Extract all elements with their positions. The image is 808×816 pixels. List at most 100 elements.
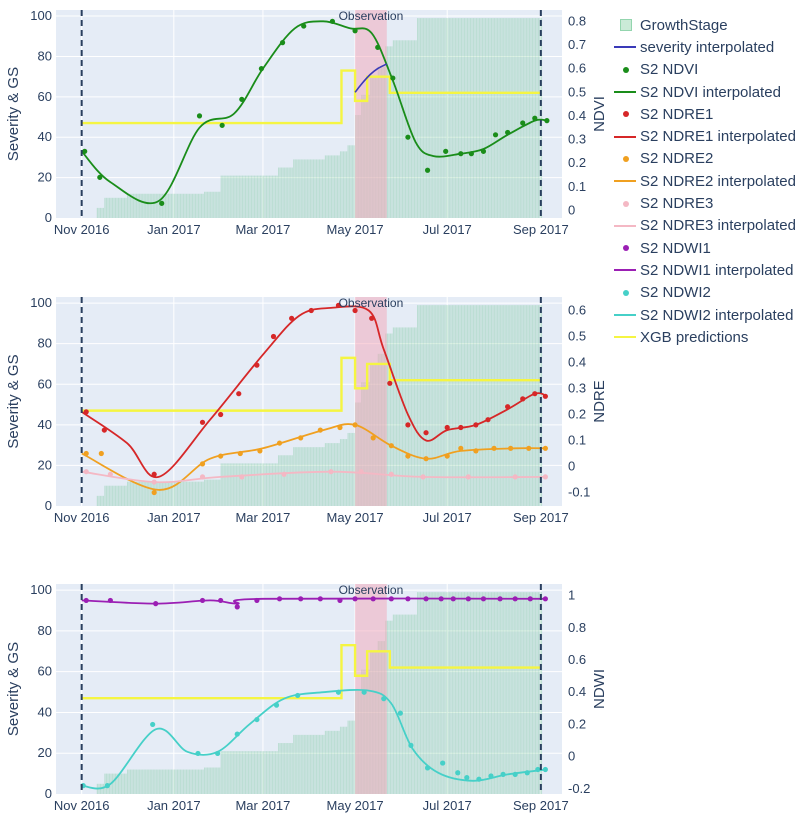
legend-symbol (614, 218, 636, 234)
growth-stage-bar (456, 305, 458, 506)
growth-stage-bar (176, 481, 179, 506)
growth-stage-bar (166, 193, 168, 218)
growth-stage-bar (278, 743, 280, 794)
growth-stage-bar (284, 167, 286, 218)
growth-stage-bar (160, 481, 162, 506)
x-tick-label: Mar 2017 (235, 798, 290, 813)
growth-stage-bar (347, 145, 349, 218)
growth-stage-bar (205, 767, 207, 794)
growth-stage-bar (126, 481, 129, 506)
growth-stage-bar (290, 455, 292, 506)
growth-stage-bar (468, 305, 470, 506)
growth-stage-bar (187, 481, 189, 506)
growth-stage-bar (501, 18, 503, 218)
growth-stage-bar (457, 18, 459, 218)
growth-stage-bar (201, 193, 203, 218)
growth-stage-bar (146, 193, 148, 218)
growth-stage-bar (474, 18, 476, 218)
x-tick-label: Nov 2016 (54, 798, 110, 813)
growth-stage-bar (459, 305, 461, 506)
growth-stage-bar (229, 463, 231, 506)
legend-item[interactable]: severity interpolated (614, 36, 808, 58)
growth-stage-bar (516, 592, 518, 794)
growth-stage-bar (327, 730, 330, 794)
s2-ndwi2-point (500, 771, 506, 777)
legend-item[interactable]: S2 NDWI2 (618, 282, 808, 304)
growth-stage-bar (309, 159, 311, 218)
legend-item[interactable]: S2 NDRE1 interpolated (614, 125, 808, 147)
legend-label: S2 NDVI interpolated (640, 83, 781, 101)
growth-stage-bar (271, 751, 274, 794)
growth-stage-bar (540, 592, 543, 794)
growth-stage-bar (99, 207, 102, 218)
legend-item[interactable]: S2 NDVI (618, 59, 808, 81)
legend-item[interactable]: S2 NDRE2 (618, 148, 808, 170)
growth-stage-bar (350, 720, 352, 794)
growth-stage-bar (404, 327, 407, 506)
legend-item[interactable]: S2 NDWI1 (618, 237, 808, 259)
growth-stage-bar (491, 18, 493, 218)
growth-stage-bar (430, 592, 432, 794)
growth-stage-bar (491, 305, 493, 506)
growth-stage-bar (312, 734, 314, 794)
s2-ndre2-point (151, 489, 157, 496)
y2-tick-label: 0.2 (568, 716, 586, 731)
legend-symbol (614, 84, 636, 100)
y-axis-title: Severity & GS (5, 642, 22, 736)
growth-stage-bar (539, 592, 541, 794)
s2-ndre2-point (526, 445, 532, 451)
growth-stage-bar (258, 751, 260, 794)
growth-stage-bar (104, 197, 106, 218)
growth-stage-bar (487, 592, 490, 794)
growth-stage-bar (308, 734, 310, 794)
legend-item[interactable]: S2 NDWI2 interpolated (614, 304, 808, 326)
growth-stage-bar (495, 18, 497, 218)
growth-stage-bar (389, 46, 392, 218)
growth-stage-bar (498, 305, 500, 506)
s2-ndre2-point (237, 450, 243, 457)
y-tick-label: 0 (45, 210, 52, 225)
growth-stage-bar (255, 751, 257, 794)
x-tick-label: Jan 2017 (147, 510, 201, 525)
s2-ndre3-point (388, 471, 394, 477)
legend-item[interactable]: S2 NDWI1 interpolated (614, 259, 808, 281)
growth-stage-bar (417, 305, 419, 506)
s2-ndre3-point (83, 469, 89, 475)
growth-stage-bar (350, 432, 352, 506)
s2-ndwi1-point (218, 597, 224, 604)
s2-ndre1-point (458, 424, 464, 431)
growth-stage-bar (324, 155, 327, 218)
s2-ndre2-point (199, 461, 206, 467)
s2-ndre2-point (337, 424, 343, 431)
growth-stage-bar (96, 207, 98, 218)
y2-tick-label: 0.8 (568, 620, 586, 635)
legend-item[interactable]: S2 NDRE3 interpolated (614, 215, 808, 237)
growth-stage-bar (413, 614, 416, 794)
legend-item[interactable]: S2 NDRE1 (618, 103, 808, 125)
growth-stage-bar (175, 481, 177, 506)
growth-stage-bar (232, 751, 234, 794)
growth-stage-bar (182, 481, 185, 506)
legend-item[interactable]: S2 NDRE3 (618, 192, 808, 214)
growth-stage-bar (300, 159, 302, 218)
legend-item[interactable]: GrowthStage (618, 14, 808, 36)
growth-stage-bar (395, 327, 398, 506)
growth-stage-bar (234, 463, 236, 506)
growth-stage-bar (275, 463, 277, 506)
legend-item[interactable]: XGB predictions (614, 326, 808, 348)
growth-stage-bar (287, 455, 289, 506)
growth-stage-bar (420, 18, 422, 218)
growth-stage-bar (439, 305, 441, 506)
growth-stage-bar (216, 767, 218, 794)
growth-stage-bar (101, 207, 103, 218)
growth-stage-bar (306, 734, 308, 794)
growth-stage-bar (477, 592, 479, 794)
growth-stage-bar (457, 305, 459, 506)
growth-stage-bar (323, 734, 325, 794)
legend-item[interactable]: S2 NDRE2 interpolated (614, 170, 808, 192)
legend-item[interactable]: S2 NDVI interpolated (614, 81, 808, 103)
growth-stage-bar (531, 305, 533, 506)
growth-stage-bar (492, 592, 494, 794)
growth-stage-bar (140, 481, 142, 506)
